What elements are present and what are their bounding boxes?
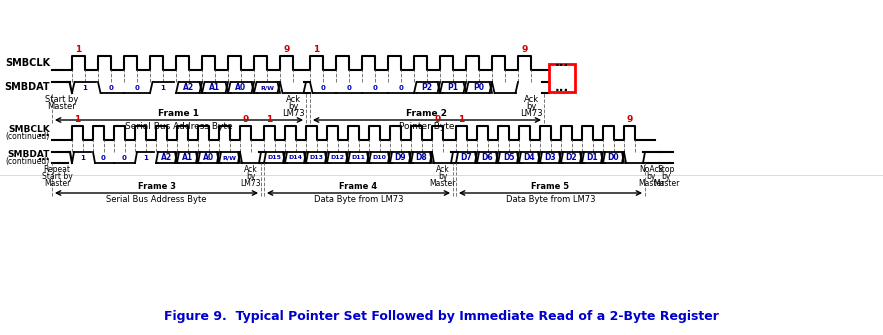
Text: 1: 1: [458, 115, 464, 124]
Text: by: by: [661, 172, 671, 181]
Text: LM73: LM73: [520, 109, 542, 118]
Text: Frame 2: Frame 2: [406, 109, 448, 118]
Text: by: by: [288, 102, 298, 111]
Text: SMBCLK: SMBCLK: [5, 58, 50, 68]
Text: Serial Bus Address Byte: Serial Bus Address Byte: [106, 195, 207, 204]
Text: 0: 0: [134, 84, 140, 90]
Text: D15: D15: [268, 155, 282, 160]
Text: 0: 0: [398, 84, 404, 90]
Text: Stop: Stop: [657, 165, 675, 174]
Text: SMBCLK: SMBCLK: [8, 126, 50, 134]
Text: NoAck: NoAck: [639, 165, 663, 174]
Text: 1: 1: [313, 45, 320, 54]
Text: by: by: [646, 172, 656, 181]
Text: D2: D2: [566, 153, 577, 162]
Text: Master: Master: [638, 179, 664, 188]
Text: D1: D1: [586, 153, 599, 162]
Text: Master: Master: [48, 102, 76, 111]
Text: P1: P1: [448, 83, 458, 92]
Text: Master: Master: [44, 179, 70, 188]
Text: D9: D9: [395, 153, 406, 162]
Text: Master: Master: [429, 179, 456, 188]
Text: D13: D13: [310, 155, 323, 160]
Text: D14: D14: [289, 155, 303, 160]
Text: Ack: Ack: [435, 165, 449, 174]
Text: ...: ...: [38, 152, 50, 162]
Text: D10: D10: [373, 155, 387, 160]
Text: 0: 0: [373, 84, 377, 90]
Text: by: by: [525, 102, 536, 111]
Text: A0: A0: [236, 83, 246, 92]
Text: D3: D3: [545, 153, 556, 162]
Text: A1: A1: [209, 83, 221, 92]
Text: Start by: Start by: [45, 95, 79, 104]
Text: D7: D7: [461, 153, 472, 162]
Text: Pointer Byte: Pointer Byte: [399, 122, 455, 131]
Text: SMBDAT: SMBDAT: [8, 150, 50, 159]
Text: Data Byte from LM73: Data Byte from LM73: [506, 195, 595, 204]
Text: D5: D5: [502, 153, 514, 162]
Text: ...: ...: [555, 81, 570, 94]
Text: ...: ...: [555, 57, 570, 69]
Text: D0: D0: [608, 153, 619, 162]
Text: 0: 0: [346, 84, 351, 90]
Text: Ack: Ack: [524, 95, 539, 104]
Text: 9: 9: [242, 115, 248, 124]
Text: A2: A2: [184, 83, 194, 92]
Text: Frame 5: Frame 5: [532, 182, 570, 191]
Text: 9: 9: [521, 45, 528, 54]
Text: Master: Master: [653, 179, 679, 188]
Text: Ack: Ack: [285, 95, 300, 104]
Text: Frame 3: Frame 3: [138, 182, 176, 191]
Text: 0: 0: [101, 154, 106, 160]
Text: 1: 1: [75, 45, 81, 54]
Text: 0: 0: [321, 84, 326, 90]
Text: Ack: Ack: [244, 165, 257, 174]
Text: Repeat: Repeat: [43, 165, 71, 174]
Text: D4: D4: [524, 153, 535, 162]
Text: R/W: R/W: [223, 155, 237, 160]
Text: P2: P2: [421, 83, 433, 92]
Text: A1: A1: [182, 153, 193, 162]
Text: 9: 9: [434, 115, 441, 124]
Text: 1: 1: [161, 84, 165, 90]
Text: Serial Bus Address Byte: Serial Bus Address Byte: [125, 122, 233, 131]
Text: 9: 9: [283, 45, 290, 54]
Text: (continued): (continued): [6, 157, 50, 166]
Text: 0: 0: [109, 84, 113, 90]
Text: Frame 1: Frame 1: [159, 109, 200, 118]
Text: by: by: [245, 172, 255, 181]
Text: D6: D6: [482, 153, 494, 162]
Text: A2: A2: [161, 153, 172, 162]
Text: D8: D8: [416, 153, 427, 162]
Text: Frame 4: Frame 4: [339, 182, 378, 191]
Text: Figure 9.  Typical Pointer Set Followed by Immediate Read of a 2-Byte Register: Figure 9. Typical Pointer Set Followed b…: [163, 310, 719, 323]
Bar: [549, 64, 575, 92]
Text: LM73: LM73: [240, 179, 260, 188]
Text: 1: 1: [80, 154, 85, 160]
Text: 9: 9: [626, 115, 632, 124]
Text: (continued): (continued): [6, 133, 50, 141]
Text: by: by: [438, 172, 447, 181]
Text: 1: 1: [266, 115, 272, 124]
Text: 0: 0: [122, 154, 127, 160]
Text: A0: A0: [203, 153, 214, 162]
Text: 1: 1: [74, 115, 80, 124]
Text: P0: P0: [473, 83, 485, 92]
Text: R/W: R/W: [260, 85, 274, 90]
Text: SMBDAT: SMBDAT: [4, 82, 50, 92]
Text: 1: 1: [83, 84, 87, 90]
Text: ...: ...: [38, 128, 50, 138]
Text: Start by: Start by: [42, 172, 72, 181]
Text: Data Byte from LM73: Data Byte from LM73: [313, 195, 404, 204]
Text: D12: D12: [330, 155, 344, 160]
Text: D11: D11: [351, 155, 366, 160]
Text: 1: 1: [143, 154, 148, 160]
Text: LM73: LM73: [282, 109, 305, 118]
